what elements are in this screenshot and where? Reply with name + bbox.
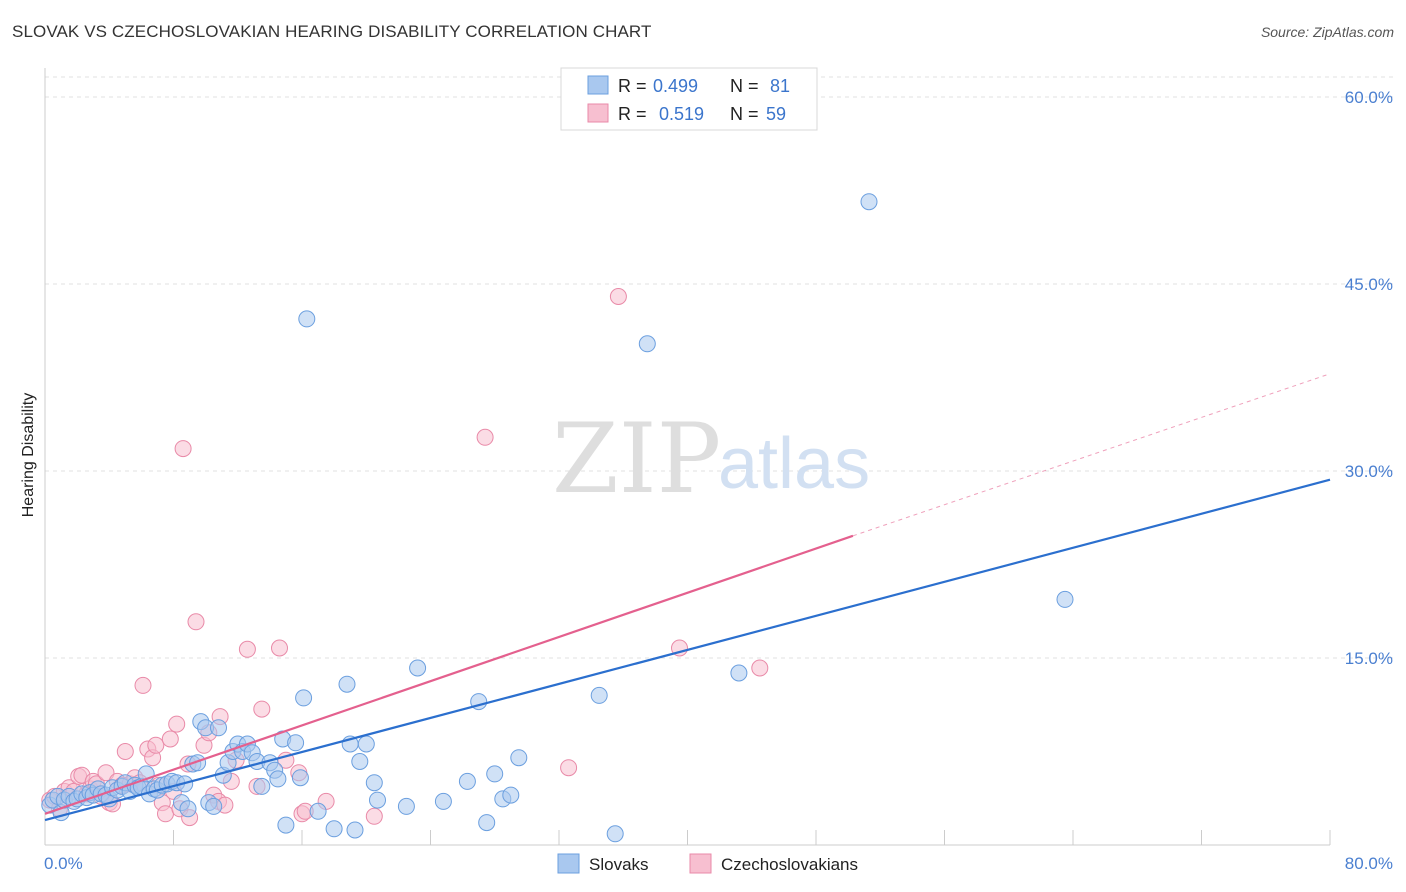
slovaks-point: [397, 797, 415, 815]
czechoslovakians-point: [365, 807, 383, 825]
legend-r-label-slovaks: R =: [618, 76, 647, 96]
slovaks-point: [502, 786, 520, 804]
slovaks-point: [269, 770, 287, 788]
czechoslovakians-trendline: [44, 534, 854, 815]
page-title: SLOVAK VS CZECHOSLOVAKIAN HEARING DISABI…: [12, 22, 652, 41]
slovaks-point: [369, 791, 386, 809]
slovaks-point: [458, 772, 476, 790]
slovaks-point: [277, 816, 295, 834]
czechoslovakians-point: [476, 428, 494, 446]
slovaks-point: [409, 659, 427, 677]
trendlines: [44, 373, 1331, 822]
legend-swatch-czechoslovakians: [587, 103, 609, 123]
watermark-atlas: atlas: [718, 424, 870, 504]
czechoslovakians-point: [157, 805, 174, 823]
czechoslovakians-points: [41, 288, 769, 827]
slovaks-point: [434, 792, 452, 810]
slovaks-trendline: [44, 478, 1331, 822]
legend-n-value-slovaks: 81: [770, 76, 790, 96]
slovaks-point: [606, 825, 624, 843]
axes: [44, 68, 1331, 846]
watermark-zip: ZIP: [552, 403, 721, 515]
czechoslovakians-point: [174, 440, 192, 458]
slovaks-point: [325, 820, 343, 838]
legend-r-label-czechoslovakians: R =: [618, 104, 647, 124]
slovaks-point: [478, 814, 496, 832]
slovaks-point: [298, 310, 316, 328]
slovaks-point: [291, 769, 309, 787]
x-tick-label-1: 80.0%: [1345, 854, 1393, 873]
slovaks-point: [510, 749, 528, 767]
czechoslovakians-point: [147, 736, 165, 754]
slovaks-point: [210, 719, 227, 737]
slovaks-point: [253, 777, 271, 795]
legend-r-value-slovaks: 0.499: [653, 76, 698, 96]
tick-labels: 15.0% 30.0% 45.0% 60.0% 0.0% 80.0%: [44, 88, 1393, 873]
czechoslovakians-trendline-extension: [852, 373, 1331, 537]
top-legend: R = 0.499 N = 81 R = 0.519 N = 59: [560, 67, 818, 131]
slovaks-point: [860, 193, 878, 211]
y-tick-label-1: 30.0%: [1345, 462, 1393, 481]
slovaks-point: [351, 753, 369, 770]
bottom-legend-label-slovaks: Slovaks: [589, 855, 649, 874]
slovaks-point: [205, 797, 223, 815]
y-tick-label-2: 45.0%: [1345, 275, 1393, 294]
slovaks-point: [346, 821, 364, 839]
czechoslovakians-point: [134, 676, 152, 694]
y-tick-label-3: 60.0%: [1345, 88, 1393, 107]
slovaks-point: [179, 800, 197, 818]
bottom-legend: Slovaks Czechoslovakians: [557, 853, 858, 874]
slovaks-point: [287, 734, 305, 752]
y-tick-label-0: 15.0%: [1345, 649, 1393, 668]
slovaks-point: [486, 765, 504, 783]
slovaks-point: [189, 754, 207, 772]
legend-n-label-czechoslovakians: N =: [730, 104, 759, 124]
slovaks-point: [338, 675, 356, 693]
slovaks-point: [295, 689, 313, 707]
gridlines: [45, 76, 1395, 659]
legend-n-label-slovaks: N =: [730, 76, 759, 96]
slovaks-point: [365, 774, 383, 792]
slovaks-point: [730, 664, 748, 682]
czechoslovakians-point: [161, 730, 179, 748]
czechoslovakians-point: [97, 764, 115, 782]
slovaks-point: [1056, 590, 1074, 608]
czechoslovakians-point: [271, 639, 288, 657]
legend-swatch-slovaks: [587, 75, 609, 95]
czechoslovakians-point: [238, 640, 256, 658]
bottom-legend-label-czechoslovakians: Czechoslovakians: [721, 855, 858, 874]
czechoslovakians-point: [187, 613, 205, 631]
czechoslovakians-point: [168, 715, 186, 733]
czechoslovakians-point: [560, 759, 578, 777]
czechoslovakians-point: [253, 700, 271, 718]
slovaks-point: [638, 335, 656, 353]
slovaks-point: [309, 802, 327, 820]
czechoslovakians-point: [751, 659, 769, 677]
x-tick-label-0: 0.0%: [44, 854, 83, 873]
slovaks-point: [357, 735, 375, 753]
czechoslovakians-point: [116, 743, 134, 760]
legend-r-value-czechoslovakians: 0.519: [659, 104, 704, 124]
source-label: Source: ZipAtlas.com: [1260, 24, 1394, 40]
czechoslovakians-point: [609, 288, 627, 305]
bottom-legend-swatch-slovaks: [557, 853, 580, 874]
slovaks-point: [590, 686, 608, 704]
legend-n-value-czechoslovakians: 59: [766, 104, 786, 124]
bottom-legend-swatch-czechoslovakians: [689, 853, 712, 874]
watermark: ZIP atlas: [552, 403, 870, 515]
y-axis-title: Hearing Disability: [20, 393, 37, 518]
